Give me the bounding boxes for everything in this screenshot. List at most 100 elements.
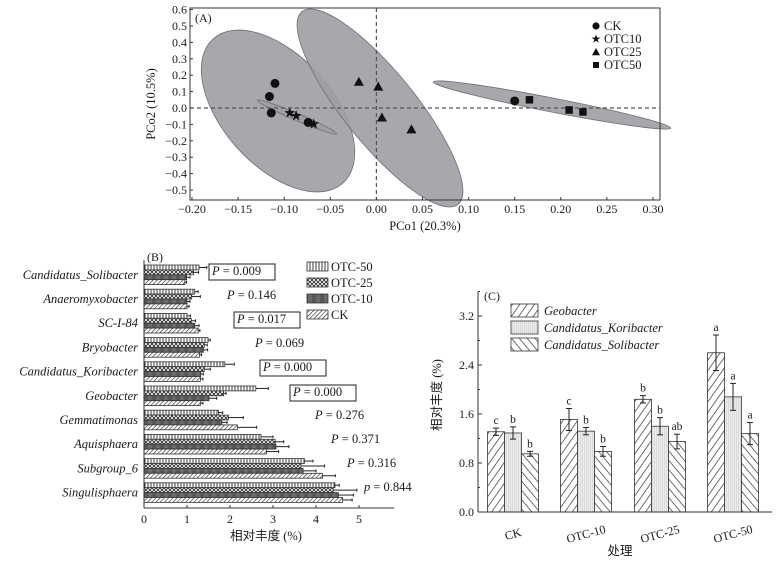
point-ck bbox=[264, 92, 274, 102]
x-tick-label: 0.30 bbox=[643, 202, 664, 216]
bar-otc-50 bbox=[143, 337, 209, 343]
bar-otc-50 bbox=[143, 385, 257, 392]
significance-letter: a bbox=[713, 322, 718, 334]
legend-marker-otc50 bbox=[593, 62, 599, 68]
scatter-points bbox=[264, 76, 587, 134]
p-number: = 0.316 bbox=[355, 456, 396, 470]
x-tick-label: −0.15 bbox=[224, 202, 252, 216]
bar-otc-50 bbox=[143, 288, 196, 295]
point-otc50 bbox=[525, 96, 534, 104]
legend-marker-ck bbox=[592, 22, 600, 30]
x-tick-label: 0.10 bbox=[458, 202, 479, 216]
p-value: P = 0.371 bbox=[330, 432, 380, 446]
bar-ck bbox=[143, 303, 188, 310]
x-tick-label: 0 bbox=[141, 512, 147, 526]
bar-otc-10 bbox=[143, 371, 202, 377]
bar-otc-25 bbox=[143, 317, 192, 324]
legend-label: OTC-10 bbox=[331, 292, 373, 306]
bar-otc-50 bbox=[143, 482, 336, 489]
reference-lines bbox=[190, 8, 660, 200]
x-axis-label: 相对丰度 (%) bbox=[230, 528, 302, 543]
bar-ck bbox=[143, 327, 199, 334]
p-symbol: P bbox=[346, 456, 355, 470]
bar-otc-25 bbox=[143, 390, 224, 397]
bar-group bbox=[143, 288, 201, 310]
y-tick-label: 2.4 bbox=[459, 358, 474, 372]
p-number: = 0.000 bbox=[301, 385, 342, 399]
bar-group bbox=[143, 458, 336, 479]
category-label: Candidatus_Koribacter bbox=[19, 365, 138, 379]
bar-group bbox=[143, 337, 211, 358]
significance-letter: a bbox=[730, 370, 735, 382]
y-tick-label: −0.3 bbox=[165, 150, 187, 164]
x-tick-label: OTC-25 bbox=[639, 522, 681, 546]
legend-label: OTC25 bbox=[604, 45, 642, 59]
p-value-box bbox=[289, 384, 357, 402]
bar-otc-50 bbox=[143, 312, 188, 319]
p-value-text: p = 0.844 bbox=[363, 480, 412, 494]
bar-geobacter bbox=[707, 352, 725, 513]
significance-letter: a bbox=[747, 410, 752, 422]
legend-marker-otc25 bbox=[592, 48, 600, 56]
y-tick-label: 0.3 bbox=[172, 52, 187, 66]
bar-group bbox=[143, 361, 235, 382]
p-value-box bbox=[259, 359, 327, 377]
p-symbol: P bbox=[254, 336, 263, 350]
p-number: = 0.009 bbox=[220, 264, 261, 278]
bar-candidatus_solibacter bbox=[594, 450, 612, 513]
legend: Geobacter Candidatus_Koribacter Candidatus… bbox=[510, 303, 663, 352]
legend-label: OTC-50 bbox=[331, 260, 373, 274]
x-tick-label: −0.20 bbox=[178, 202, 206, 216]
legend: OTC-50 OTC-25 OTC-10 CK bbox=[306, 260, 373, 322]
bar-otc-10 bbox=[143, 492, 339, 498]
bar-otc-10 bbox=[143, 322, 196, 329]
significance-letter: b bbox=[600, 433, 606, 445]
bar-otc-25 bbox=[143, 269, 194, 276]
significance-letter: ab bbox=[672, 421, 683, 433]
p-value: P = 0.000 bbox=[259, 359, 327, 377]
bar-geobacter bbox=[634, 398, 652, 513]
bars bbox=[143, 264, 358, 503]
p-value-box bbox=[233, 311, 301, 329]
bar-ck bbox=[143, 448, 267, 455]
legend-marker-otc10 bbox=[591, 34, 601, 43]
y-tick-label: −0.5 bbox=[165, 183, 187, 197]
point-otc10 bbox=[308, 118, 320, 129]
p-number: = 0.069 bbox=[263, 336, 304, 350]
point-otc25 bbox=[353, 76, 364, 86]
y-tick-label: 0.2 bbox=[172, 68, 187, 82]
p-value-text: P = 0.000 bbox=[262, 360, 312, 374]
bar-otc-25 bbox=[143, 463, 302, 469]
point-otc25 bbox=[376, 112, 387, 122]
point-otc25 bbox=[373, 81, 384, 91]
bar-otc-10 bbox=[143, 395, 210, 402]
category-label: Candidatus_Solibacter bbox=[23, 268, 138, 282]
bar-otc-25 bbox=[143, 414, 229, 421]
category-label: SC-I-84 bbox=[98, 316, 138, 330]
p-value-text: P = 0.316 bbox=[346, 456, 396, 470]
category-labels: Candidatus_Solibacter Anaeromyxobacter SC-… bbox=[19, 268, 139, 500]
axes: 0 1 2 3 4 5 bbox=[141, 260, 394, 526]
p-value: P = 0.017 bbox=[233, 311, 301, 329]
significance-letter: b bbox=[510, 414, 516, 426]
bar-geobacter bbox=[560, 419, 578, 513]
y-axis-label: 相对丰度 (%) bbox=[429, 359, 444, 431]
bar-group bbox=[143, 482, 358, 503]
bar-geobacter bbox=[487, 431, 505, 513]
bar-group bbox=[143, 385, 269, 407]
x-tick-label: 3 bbox=[270, 512, 276, 526]
legend-swatch bbox=[510, 303, 539, 318]
category-label: Subgroup_6 bbox=[77, 461, 138, 475]
bar-candidatus_solibacter bbox=[668, 441, 686, 513]
legend-label: OTC50 bbox=[604, 58, 642, 72]
y-tick-label: 1.6 bbox=[459, 407, 474, 421]
bar-group bbox=[143, 264, 208, 286]
bar-otc-25 bbox=[143, 438, 276, 445]
bar-ck bbox=[143, 424, 238, 431]
y-tick-label: 0.5 bbox=[172, 19, 187, 33]
p-number: = 0.844 bbox=[370, 480, 412, 494]
x-tick-label: 0.15 bbox=[504, 202, 525, 216]
x-tick-label: 4 bbox=[313, 512, 319, 526]
category-label: Anaeromyxobacter bbox=[42, 292, 138, 306]
p-number: = 0.017 bbox=[245, 312, 286, 326]
